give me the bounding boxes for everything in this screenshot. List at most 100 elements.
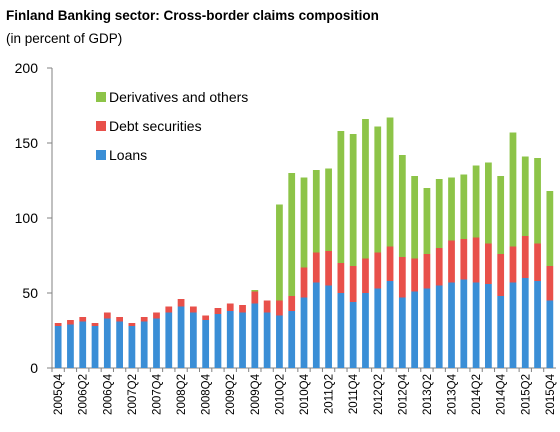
bar-segment-debt	[54, 323, 62, 326]
bar-segment-derivatives	[288, 173, 296, 296]
bar-segment-derivatives	[276, 204, 283, 301]
bar-segment-derivatives	[546, 191, 554, 266]
x-tick-label: 2009Q2	[225, 374, 237, 415]
bar-segment-debt	[276, 300, 283, 316]
x-tick-label: 2008Q4	[201, 373, 213, 415]
x-tick-label: 2010Q2	[274, 374, 286, 415]
bar-segment-derivatives	[423, 188, 431, 254]
bar-segment-loans	[312, 282, 320, 368]
legend-label-derivatives: Derivatives and others	[109, 89, 248, 105]
x-tick-label: 2007Q4	[151, 373, 163, 415]
bar-segment-derivatives	[325, 168, 332, 251]
bar-segment-derivatives	[472, 165, 480, 238]
x-tick-label: 2014Q2	[471, 374, 483, 415]
x-tick-label: 2014Q4	[496, 373, 508, 415]
bar-segment-loans	[239, 312, 246, 368]
bar-segment-loans	[251, 303, 259, 368]
chart-title: Finland Banking sector: Cross-border cla…	[6, 8, 379, 23]
y-tick-label: 50	[22, 285, 38, 301]
bar-segment-loans	[398, 297, 406, 368]
bar-segment-loans	[534, 281, 541, 368]
bar-segment-debt	[177, 299, 185, 307]
bar-segment-derivatives	[337, 131, 345, 263]
bar-segment-debt	[79, 317, 87, 322]
bar-segment-loans	[509, 282, 517, 368]
bar-segment-loans	[153, 318, 160, 368]
bar-segment-loans	[423, 288, 431, 368]
bar-segment-loans	[288, 311, 296, 368]
bar-segment-debt	[435, 248, 443, 286]
bar-segment-derivatives	[251, 290, 259, 292]
bar-segment-loans	[165, 312, 173, 368]
x-tick-label: 2008Q2	[176, 374, 188, 415]
bar-segment-debt	[448, 240, 455, 283]
x-tick-label: 2009Q4	[250, 373, 262, 415]
bar-segment-debt	[398, 257, 406, 298]
legend-swatch-derivatives	[96, 92, 106, 102]
bar-segment-debt	[189, 306, 197, 313]
x-tick-label: 2010Q4	[299, 373, 311, 415]
bar-segment-loans	[128, 326, 136, 368]
bar-segment-debt	[202, 315, 210, 320]
y-tick-label: 100	[15, 210, 39, 226]
bar-segment-debt	[423, 254, 431, 289]
bar-segment-debt	[288, 296, 296, 311]
x-tick-label: 2012Q2	[373, 374, 385, 415]
bar-segment-debt	[546, 266, 554, 301]
legend-label-loans: Loans	[109, 147, 147, 163]
bar-segment-loans	[521, 278, 529, 368]
bar-segment-debt	[91, 323, 99, 326]
bar-segment-loans	[497, 296, 505, 368]
bar-segment-loans	[374, 288, 382, 368]
bar-segment-derivatives	[497, 176, 505, 254]
x-tick-label: 2011Q2	[324, 374, 336, 414]
bar-segment-derivatives	[374, 126, 382, 253]
y-tick-label: 0	[30, 360, 38, 376]
bar-segment-loans	[116, 321, 123, 368]
bar-segment-debt	[534, 243, 541, 281]
x-tick-label: 2006Q2	[78, 374, 90, 415]
bar-segment-loans	[202, 320, 210, 368]
x-tick-label: 2005Q4	[53, 373, 65, 415]
bar-segment-loans	[67, 324, 74, 368]
bar-segment-debt	[485, 243, 492, 284]
legend-swatch-loans	[96, 150, 106, 160]
x-tick-label: 2013Q4	[447, 373, 459, 415]
bar-segment-debt	[140, 317, 148, 322]
legend-swatch-debt	[96, 121, 106, 131]
bar-segment-derivatives	[448, 177, 455, 241]
bars	[54, 117, 554, 368]
bar-segment-debt	[460, 239, 468, 280]
bar-segment-loans	[435, 285, 443, 368]
x-tick-label: 2006Q4	[102, 373, 114, 415]
bar-segment-loans	[79, 321, 87, 368]
bar-segment-derivatives	[534, 158, 541, 244]
bar-segment-debt	[349, 266, 357, 302]
y-axis: 0 50 100 150 200	[15, 60, 53, 376]
legend: Derivatives and others Debt securities Loa…	[96, 89, 248, 163]
bar-segment-debt	[337, 263, 345, 293]
bar-segment-derivatives	[312, 170, 320, 253]
bar-segment-debt	[239, 305, 246, 313]
y-tick-label: 200	[15, 60, 39, 76]
bar-segment-debt	[214, 308, 222, 314]
bar-segment-loans	[411, 291, 419, 368]
bar-segment-debt	[362, 258, 369, 293]
bar-segment-loans	[214, 314, 222, 368]
y-tick-label: 150	[15, 135, 39, 151]
bar-segment-loans	[300, 297, 308, 368]
bar-segment-loans	[448, 282, 455, 368]
x-tick-label: 2015Q4	[545, 373, 557, 415]
x-tick-label: 2007Q2	[127, 374, 139, 415]
bar-segment-loans	[276, 315, 283, 368]
x-tick-label: 2011Q4	[348, 373, 360, 414]
bar-segment-debt	[497, 254, 505, 296]
bar-segment-derivatives	[398, 155, 406, 257]
x-tick-label: 2013Q2	[422, 374, 434, 415]
bar-segment-debt	[386, 246, 394, 281]
bar-segment-loans	[263, 312, 271, 368]
bar-segment-loans	[472, 282, 480, 368]
bar-segment-debt	[153, 312, 160, 319]
bar-segment-derivatives	[485, 162, 492, 244]
bar-segment-derivatives	[386, 117, 394, 247]
